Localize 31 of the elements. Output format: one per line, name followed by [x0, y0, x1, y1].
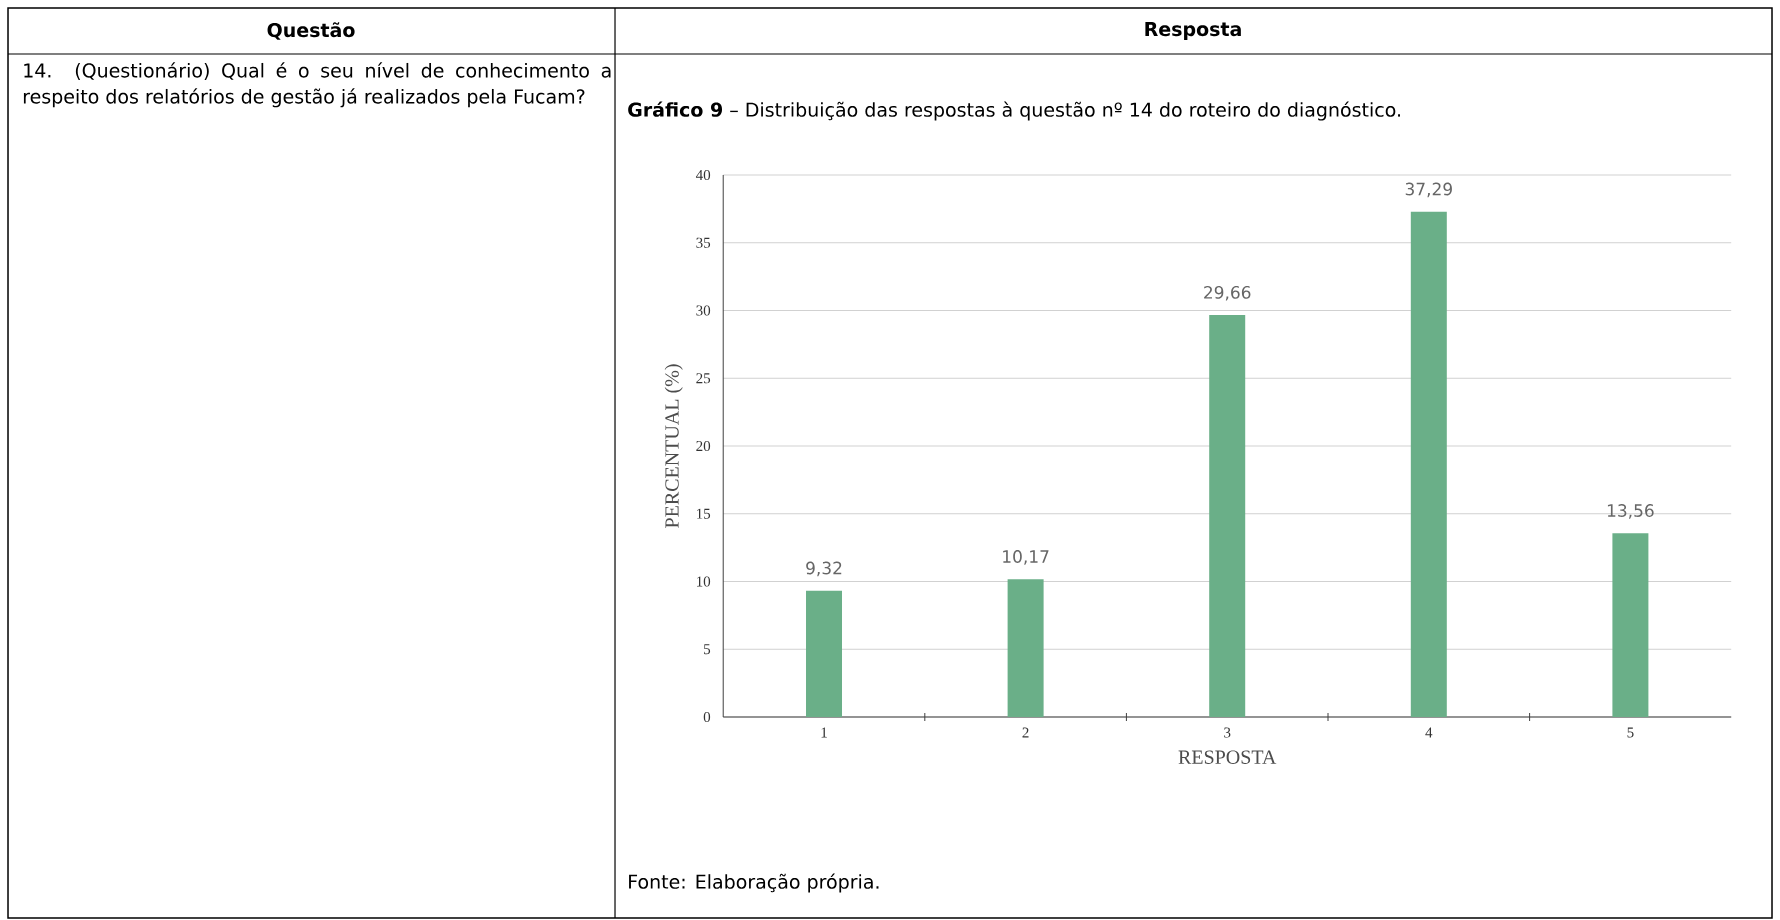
chart-title: Gráfico 9 – Distribuição das respostas à questão nº 14 do roteiro do diagnóstico. [628, 101, 1401, 121]
x-tick-label: 4 [1425, 727, 1433, 738]
x-tick-label: 1 [821, 727, 827, 738]
y-tick-label: 0 [703, 711, 711, 723]
text: 14. (Questionário) Qual é o seu nível de conhecimento a respeito dos relatórios de gestão já realizados pela Fucam? [23, 62, 611, 108]
x-tick-label: 2 [1022, 727, 1029, 738]
y-tick-label: 15 [697, 508, 711, 519]
data-label: 13,56 [1607, 504, 1654, 519]
data-label: 29,66 [1204, 285, 1251, 301]
y-tick-label: 5 [704, 644, 711, 655]
x-tick-label: 5 [1627, 727, 1634, 738]
y-tick-label: 30 [696, 305, 711, 316]
source-note: Fonte: Elaboração própria. [629, 873, 879, 893]
bar [1410, 211, 1447, 717]
data-label: 37,29 [1405, 182, 1452, 198]
text: Resposta [1145, 22, 1241, 40]
y-tick-label: 20 [696, 440, 711, 452]
bar [1007, 579, 1044, 717]
text: Questão [267, 22, 355, 40]
x-axis-title: RESPOSTA [1178, 750, 1277, 764]
bar [1612, 533, 1649, 717]
y-axis-title: PERCENTUAL (%) [664, 364, 683, 528]
y-tick-label: 10 [697, 576, 711, 587]
bar [806, 590, 843, 717]
bar [1209, 315, 1246, 717]
x-tick-label: 3 [1224, 727, 1231, 738]
y-tick-label: 35 [696, 237, 711, 248]
data-label: 10,17 [1003, 550, 1049, 565]
y-tick-label: 25 [696, 373, 711, 384]
data-label: 9,32 [806, 561, 842, 577]
y-tick-label: 40 [695, 169, 711, 181]
